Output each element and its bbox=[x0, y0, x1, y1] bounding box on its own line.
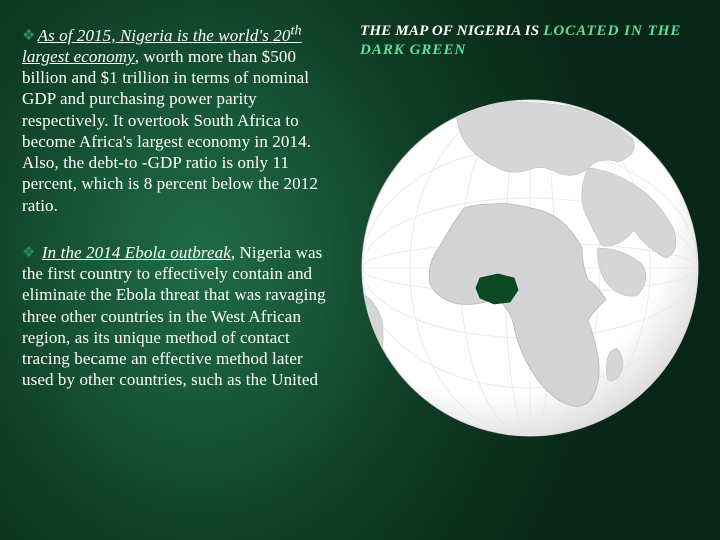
para2-rest: , Nigeria was the first country to effec… bbox=[22, 243, 326, 390]
para2-emphasis: In the 2014 Ebola outbreak bbox=[42, 243, 231, 262]
right-column: THE MAP OF NIGERIA IS LOCATED IN THE DAR… bbox=[360, 22, 700, 60]
map-caption: THE MAP OF NIGERIA IS LOCATED IN THE DAR… bbox=[360, 22, 700, 60]
para1-em-b: largest economy bbox=[22, 47, 135, 66]
paragraph-ebola: ❖ In the 2014 Ebola outbreak, Nigeria wa… bbox=[22, 242, 332, 391]
diamond-bullet-icon: ❖ bbox=[22, 28, 36, 44]
diamond-bullet-icon: ❖ bbox=[22, 245, 36, 261]
paragraph-economy: ❖As of 2015, Nigeria is the world's 20th… bbox=[22, 22, 332, 216]
para1-sup: th bbox=[290, 22, 301, 38]
para1-em-a: As of 2015, Nigeria is the world's 20 bbox=[38, 26, 291, 45]
left-column: ❖As of 2015, Nigeria is the world's 20th… bbox=[22, 22, 332, 391]
para1-rest: , worth more than $500 billion and $1 tr… bbox=[22, 47, 318, 215]
globe-map bbox=[360, 98, 700, 438]
caption-plain: THE MAP OF NIGERIA IS bbox=[360, 23, 543, 39]
globe-svg bbox=[360, 98, 700, 438]
slide-root: ❖As of 2015, Nigeria is the world's 20th… bbox=[0, 0, 720, 540]
